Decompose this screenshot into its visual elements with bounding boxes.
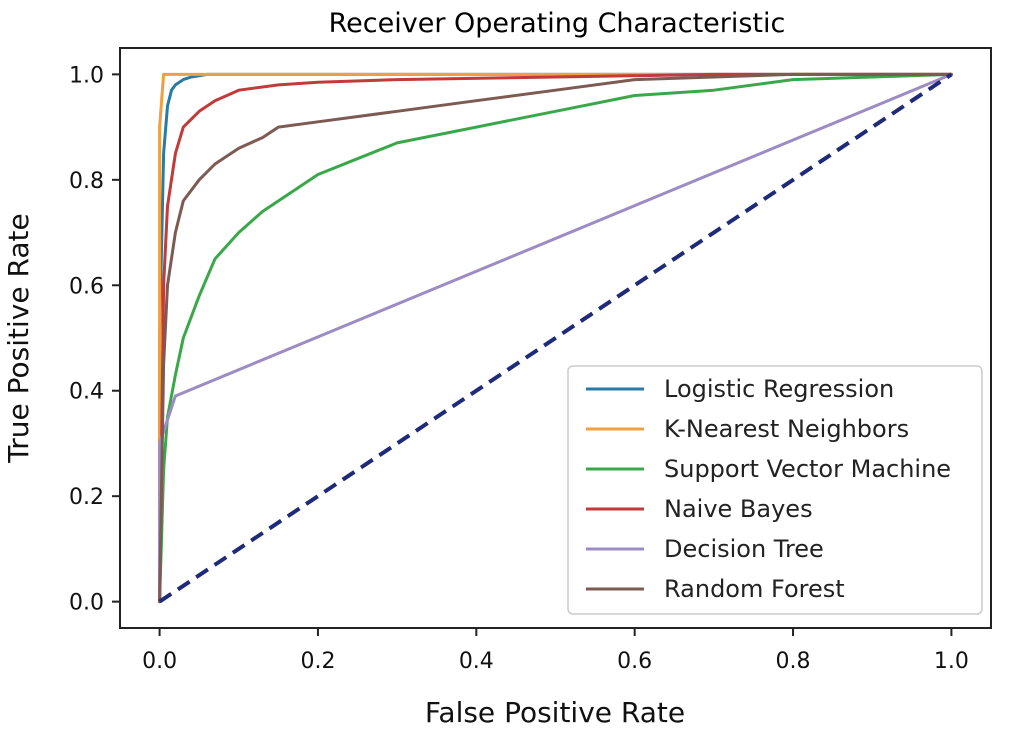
y-tick-label: 1.0 <box>69 63 104 88</box>
x-tick-label: 0.2 <box>300 649 335 674</box>
chart-title: Receiver Operating Characteristic <box>329 8 786 39</box>
legend-entry-label: K-Nearest Neighbors <box>664 415 909 443</box>
x-tick-label: 0.4 <box>459 649 494 674</box>
legend-entry-label: Naive Bayes <box>664 495 813 523</box>
y-tick-label: 0.6 <box>69 274 104 299</box>
x-tick-label: 0.6 <box>617 649 652 674</box>
y-tick-label: 0.8 <box>69 169 104 194</box>
y-tick-label: 0.2 <box>69 485 104 510</box>
series-line-support-vector-machine <box>158 72 953 604</box>
x-tick-label: 0.8 <box>776 649 811 674</box>
y-axis-label: True Positive Rate <box>2 213 35 463</box>
series-line-random-forest <box>158 72 953 604</box>
plot-frame <box>119 47 992 629</box>
series-line-k-nearest-neighbors <box>158 72 953 604</box>
legend-entry-label: Decision Tree <box>664 535 824 563</box>
legend-entry-label: Support Vector Machine <box>664 455 951 483</box>
series-lines <box>158 72 953 604</box>
y-tick-label: 0.4 <box>69 380 104 405</box>
y-axis-ticks: 0.0 0.2 0.4 0.6 0.8 1.0 <box>69 63 120 616</box>
legend-entry-label: Logistic Regression <box>664 375 894 403</box>
x-tick-label: 1.0 <box>934 649 969 674</box>
x-tick-label: 0.0 <box>142 649 177 674</box>
random-chance-line <box>158 72 953 604</box>
legend-entry-label: Random Forest <box>664 575 845 603</box>
legend: Logistic Regression K-Nearest Neighbors Su… <box>567 365 983 615</box>
series-line-naive-bayes <box>158 72 953 604</box>
x-axis-ticks: 0.0 0.2 0.4 0.6 0.8 1.0 <box>142 628 969 674</box>
y-tick-label: 0.0 <box>69 591 104 616</box>
x-axis-label: False Positive Rate <box>425 696 685 729</box>
legend-box <box>567 365 983 615</box>
